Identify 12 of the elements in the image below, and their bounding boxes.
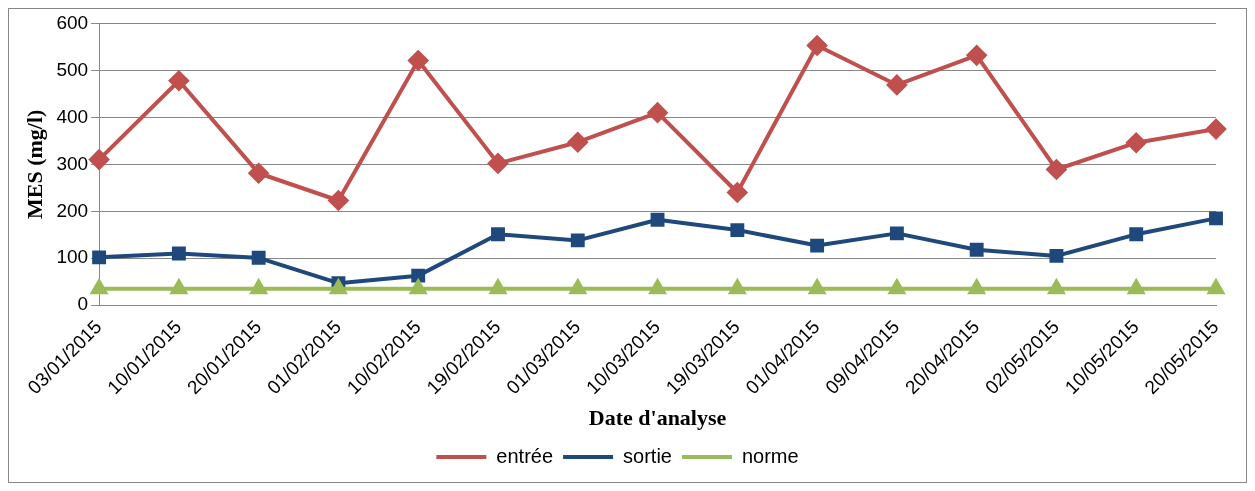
legend-label: norme [741, 444, 799, 467]
y-tick-label: 200 [56, 199, 89, 221]
y-tick-label: 500 [56, 58, 89, 80]
y-tick-label: 0 [77, 293, 89, 315]
y-tick-label: 400 [56, 105, 89, 127]
legend-label: entrée [496, 444, 554, 467]
x-axis-title: Date d'analyse [588, 405, 727, 431]
y-axis-title: MES (mg/l) [21, 109, 47, 220]
y-tick-label: 100 [56, 246, 89, 268]
y-tick-label: 600 [56, 11, 89, 33]
legend-label: sortie [623, 444, 672, 467]
y-tick-label: 300 [56, 152, 89, 174]
